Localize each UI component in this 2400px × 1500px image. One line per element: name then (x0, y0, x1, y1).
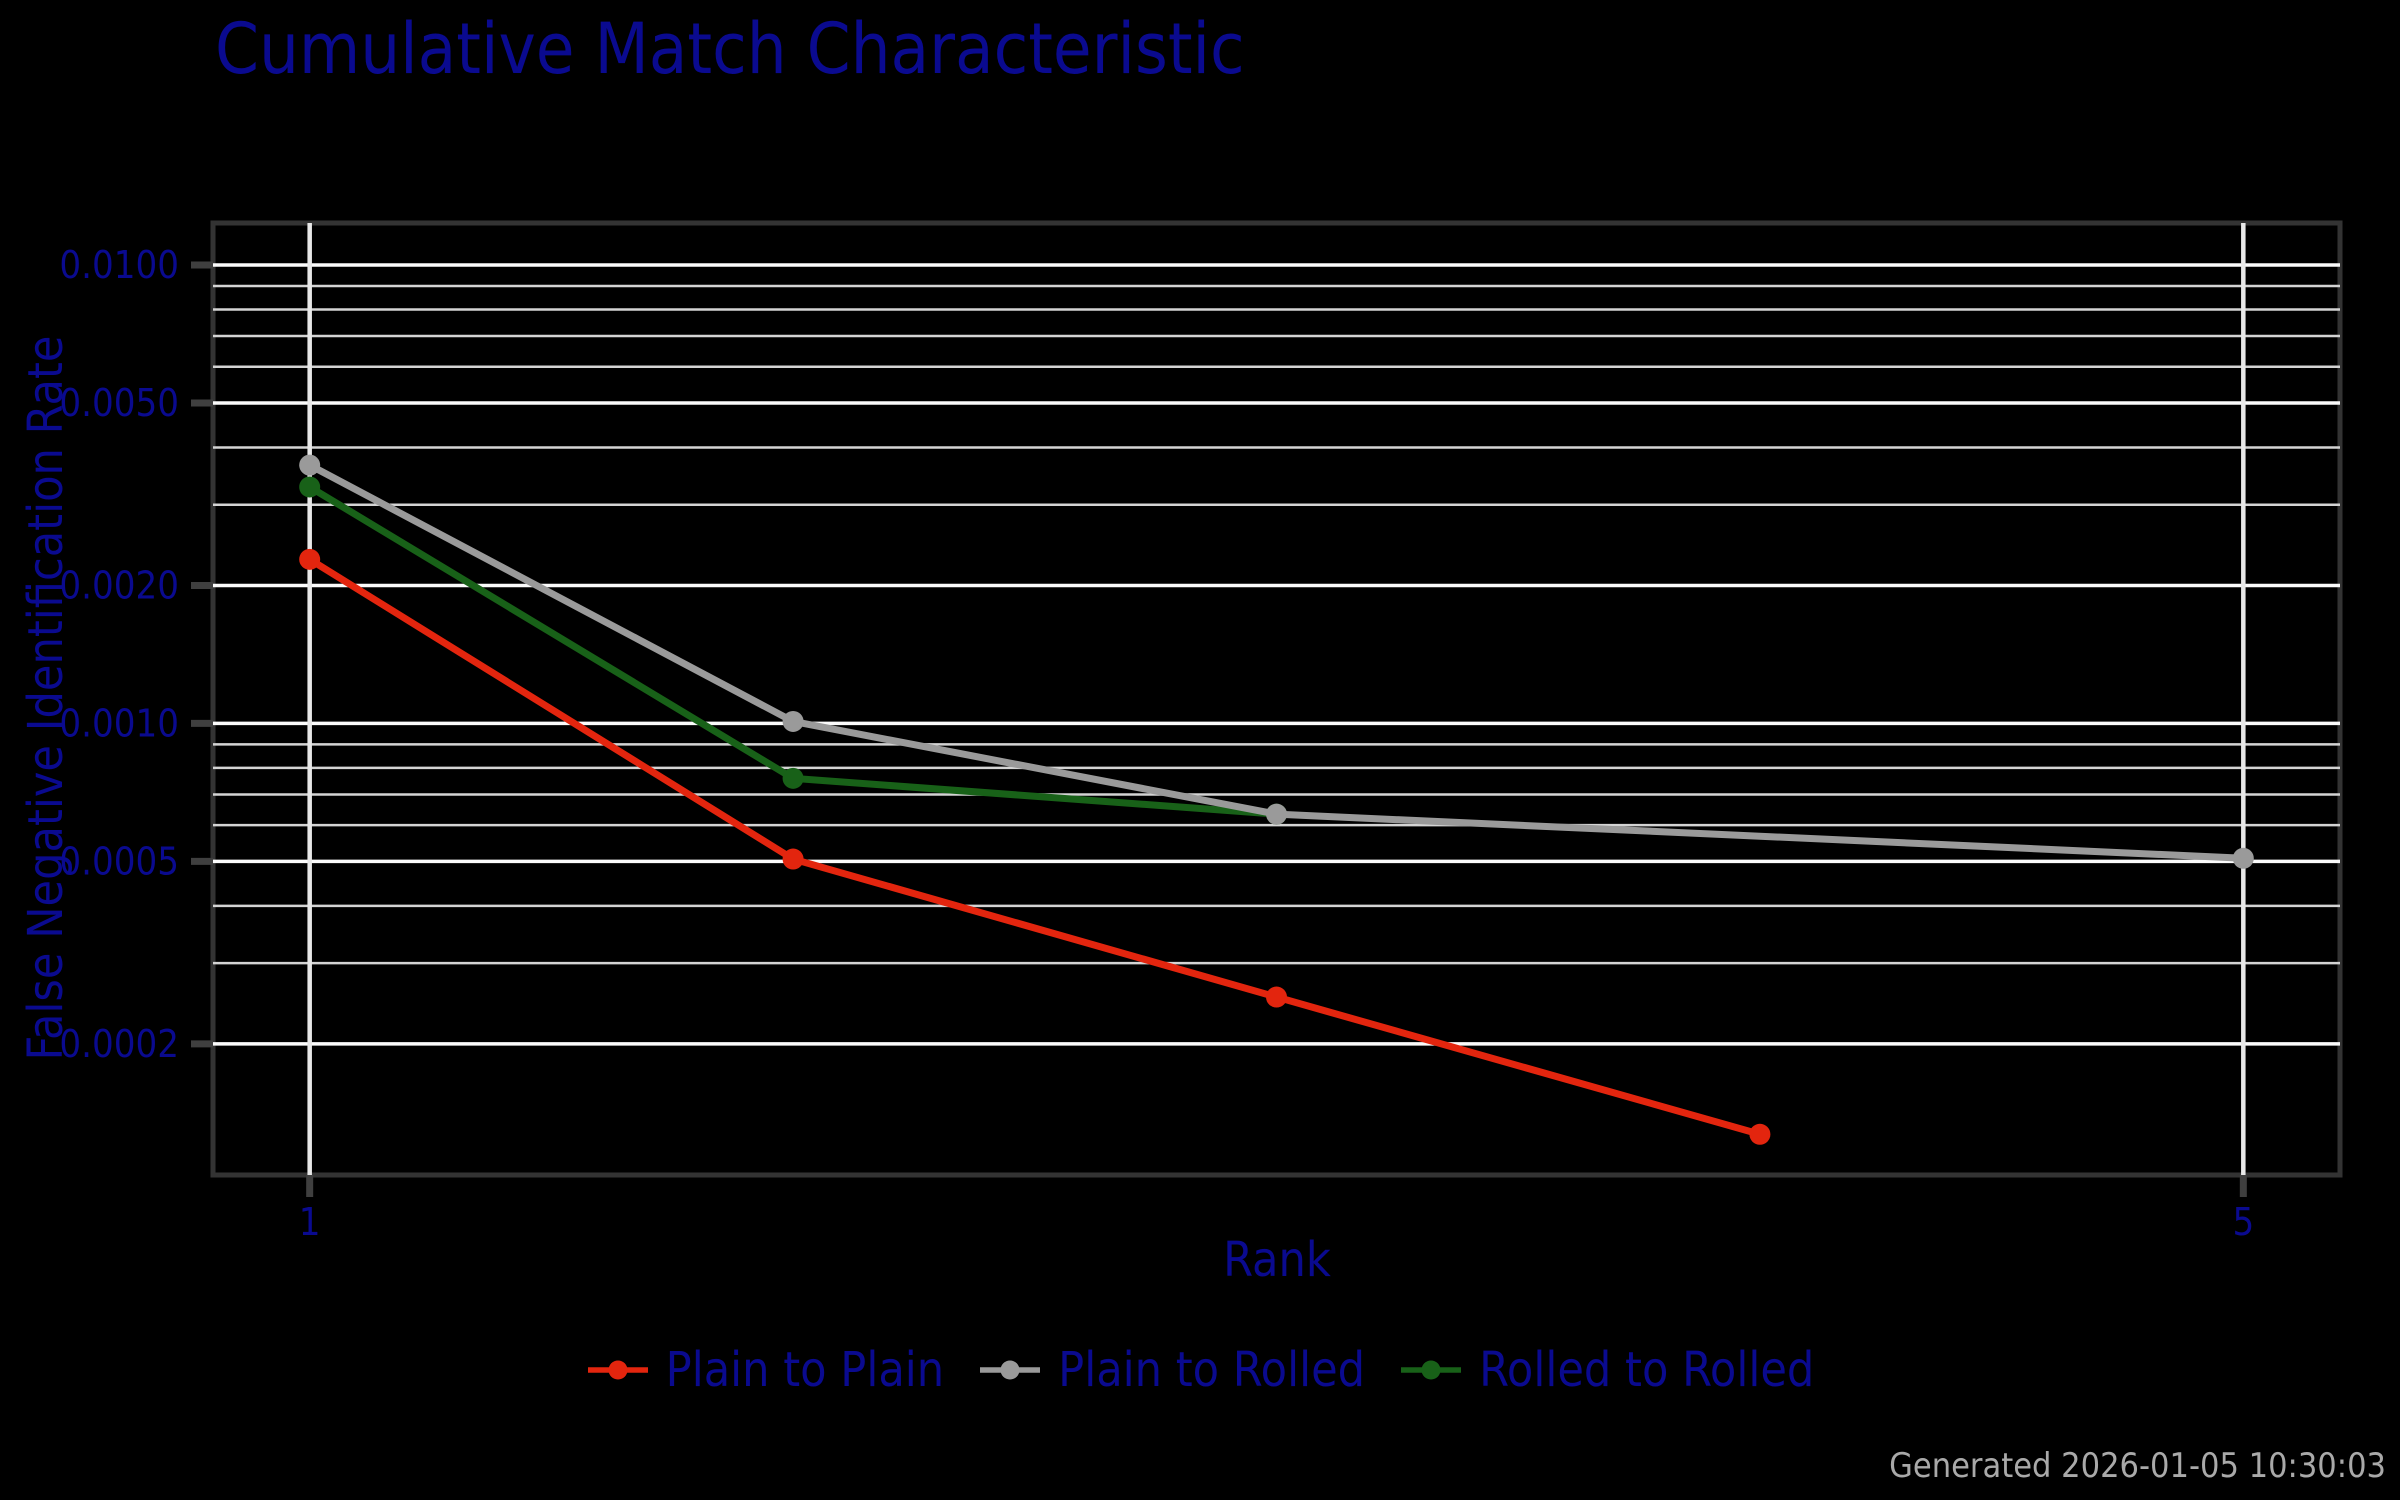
data-point-plain-to-plain (782, 848, 804, 870)
x-tick-label: 5 (2232, 1200, 2254, 1244)
x-tick-label: 1 (299, 1200, 321, 1244)
data-point-plain-to-plain (299, 548, 321, 570)
y-tick-label: 0.0002 (59, 1022, 179, 1066)
y-tick-label: 0.0100 (59, 243, 179, 287)
series-line-plain-to-plain (306, 555, 1764, 1138)
line-dot-marker-icon (980, 1360, 1041, 1380)
generated-timestamp: Generated 2026-01-05 10:30:03 (1889, 1446, 2386, 1486)
data-point-plain-to-rolled (2232, 847, 2254, 869)
data-point-plain-to-rolled (1266, 803, 1287, 825)
data-point-rolled-to-rolled (299, 476, 321, 498)
data-point-plain-to-rolled (782, 710, 804, 732)
legend: Plain to Plain Plain to Rolled Rolled to… (0, 1342, 2400, 1398)
legend-item-plain-to-rolled: Plain to Rolled (978, 1342, 1365, 1398)
y-tick-label: 0.0020 (59, 563, 179, 607)
legend-label: Plain to Plain (665, 1342, 945, 1398)
data-point-plain-to-plain (1749, 1123, 1771, 1145)
series-line-plain-to-rolled (306, 461, 2247, 862)
legend-label: Rolled to Rolled (1479, 1342, 1815, 1398)
y-tick-label: 0.0005 (59, 839, 179, 883)
x-axis-label: Rank (1223, 1232, 1331, 1288)
chart-title: Cumulative Match Characteristic (215, 8, 1245, 90)
data-point-plain-to-rolled (299, 454, 321, 476)
plot-frame (210, 220, 2343, 1178)
y-tick-label: 0.0050 (59, 381, 179, 425)
data-point-plain-to-plain (1266, 986, 1287, 1008)
legend-label: Plain to Rolled (1058, 1342, 1366, 1398)
legend-item-plain-to-plain: Plain to Plain (586, 1342, 945, 1398)
y-tick-label: 0.0010 (59, 701, 179, 745)
line-dot-marker-icon (587, 1360, 648, 1380)
data-point-rolled-to-rolled (782, 767, 804, 789)
legend-item-rolled-to-rolled: Rolled to Rolled (1399, 1342, 1814, 1398)
line-dot-marker-icon (1401, 1360, 1462, 1380)
